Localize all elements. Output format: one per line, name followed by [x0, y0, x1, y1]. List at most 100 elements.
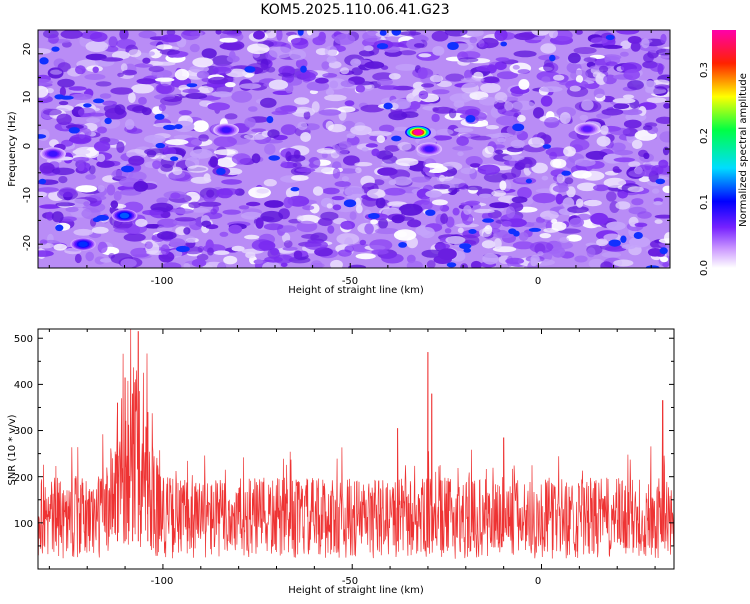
noise-blob: [318, 217, 333, 227]
noise-blob: [631, 198, 644, 206]
noise-blob: [444, 30, 468, 37]
noise-blob: [469, 163, 481, 168]
noise-blob: [39, 162, 55, 174]
noise-blob: [397, 141, 412, 151]
noise-blob: [517, 187, 532, 199]
noise-blob: [355, 84, 365, 93]
noise-blob: [127, 92, 136, 104]
noise-blob: [502, 154, 525, 161]
noise-speckle: [620, 235, 627, 243]
noise-blob: [590, 212, 609, 225]
noise-speckle: [468, 229, 477, 234]
noise-blob: [491, 190, 506, 197]
noise-blob: [144, 134, 166, 144]
noise-speckle: [244, 66, 256, 73]
noise-blob: [39, 239, 48, 245]
noise-blob: [77, 107, 96, 118]
noise-blob: [440, 213, 448, 225]
noise-speckle: [528, 227, 542, 232]
chart-title: KOM5.2025.110.06.41.G23: [260, 2, 449, 18]
noise-blob: [65, 206, 79, 213]
noise-blob: [239, 83, 262, 89]
noise-blob: [410, 176, 431, 183]
noise-blob: [340, 80, 355, 88]
noise-blob: [628, 161, 641, 168]
noise-blob: [388, 73, 401, 80]
noise-blob: [601, 251, 621, 258]
noise-blob: [301, 234, 320, 239]
noise-blob: [355, 204, 363, 214]
noise-blob: [573, 47, 597, 54]
noise-blob: [484, 146, 495, 154]
noise-blob: [346, 133, 356, 139]
noise-blob: [58, 101, 69, 106]
noise-blob: [637, 211, 652, 219]
noise-blob: [133, 181, 149, 192]
noise-speckle: [93, 98, 105, 104]
noise-blob: [326, 203, 333, 209]
noise-speckle: [379, 30, 387, 36]
noise-blob: [654, 219, 663, 224]
noise-blob: [528, 137, 545, 148]
noise-blob: [161, 262, 182, 268]
spectrogram-y-axis-label: Frequency (Hz): [7, 111, 18, 187]
noise-blob: [86, 117, 100, 124]
noise-blob: [369, 239, 393, 252]
peak-contour: [78, 241, 88, 247]
colorbar-label: Normalized spectral amplitude: [738, 73, 749, 227]
noise-blob: [662, 146, 670, 156]
noise-blob: [506, 206, 516, 219]
noise-blob: [209, 156, 219, 168]
noise-blob: [499, 180, 507, 191]
noise-blob: [374, 227, 399, 235]
noise-blob: [48, 34, 59, 44]
noise-blob: [38, 250, 54, 257]
noise-blob: [300, 160, 310, 166]
noise-blob: [166, 30, 176, 36]
noise-blob: [582, 170, 605, 181]
colorbar-tick-label: 0.2: [699, 128, 710, 144]
noise-blob: [315, 77, 329, 84]
snr-panel: -100 -50 0 Height of straight line (km) …: [7, 328, 675, 596]
noise-blob: [556, 173, 565, 184]
noise-blob: [290, 37, 308, 46]
noise-blob: [60, 216, 77, 222]
noise-blob: [613, 157, 635, 163]
noise-blob: [296, 168, 316, 173]
noise-blob: [181, 30, 200, 41]
noise-blob: [312, 186, 324, 196]
noise-speckle: [163, 124, 177, 130]
noise-blob: [518, 232, 529, 241]
noise-blob: [613, 168, 622, 173]
noise-blob: [600, 261, 613, 268]
noise-blob: [340, 67, 350, 75]
noise-blob: [514, 32, 535, 41]
noise-blob: [605, 61, 618, 67]
noise-blob: [377, 167, 398, 176]
noise-blob: [51, 167, 75, 175]
noise-blob: [287, 154, 306, 162]
noise-blob: [136, 78, 157, 85]
noise-speckle: [54, 94, 65, 100]
noise-blob: [558, 228, 582, 234]
noise-blob: [655, 165, 670, 175]
noise-blob: [568, 52, 581, 64]
noise-blob: [110, 87, 134, 95]
noise-blob: [201, 48, 217, 59]
noise-blob: [114, 104, 126, 115]
noise-blob: [634, 222, 648, 227]
peak-contour: [582, 126, 592, 132]
noise-blob: [407, 219, 422, 228]
noise-speckle: [121, 165, 134, 173]
noise-blob: [110, 200, 119, 209]
spectrogram-panel: -100 -50 0 Height of straight line (km) …: [7, 29, 671, 296]
noise-blob: [156, 83, 172, 94]
noise-blob: [83, 201, 90, 207]
noise-blob: [246, 43, 270, 55]
noise-blob: [656, 48, 670, 56]
noise-blob: [59, 86, 66, 97]
noise-speckle: [447, 42, 459, 50]
noise-speckle: [561, 170, 571, 176]
noise-blob: [343, 155, 360, 166]
noise-blob: [97, 126, 107, 134]
